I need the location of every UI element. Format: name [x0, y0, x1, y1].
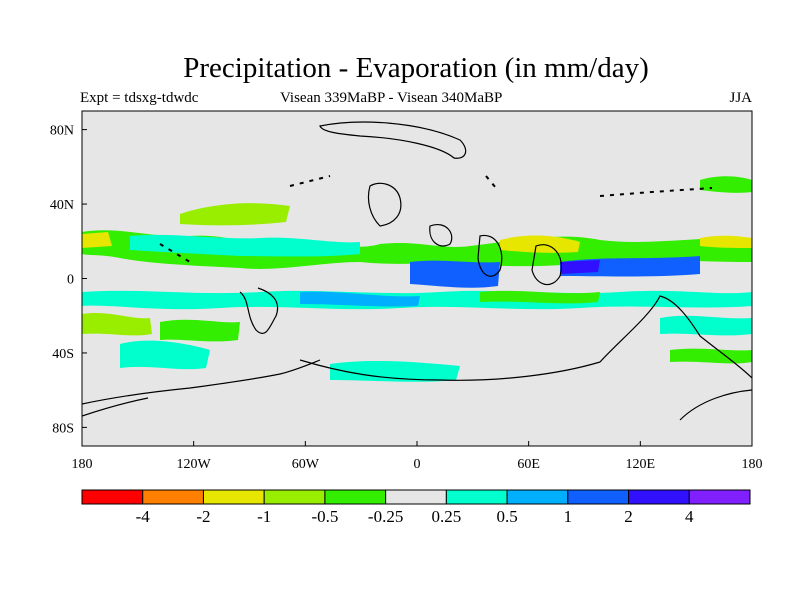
coast-island-4: [531, 244, 562, 286]
field-patch-5: [330, 360, 460, 382]
season-label: JJA: [729, 90, 752, 106]
field-patch-8: [700, 176, 752, 193]
colorbar-label: 4: [685, 507, 694, 526]
experiment-label: Expt = tdsxg-tdwdc: [80, 90, 199, 106]
y-tick-label: 40S: [52, 347, 74, 362]
field-deep-blue: [560, 260, 600, 274]
y-tick-label: 80N: [50, 124, 74, 139]
colorbar-label: -4: [136, 507, 151, 526]
colorbar-swatch: [324, 489, 387, 505]
field-yellow-west: [82, 232, 112, 248]
field-patch-3: [160, 319, 240, 342]
x-tick-label: 0: [414, 457, 421, 472]
coast-north-landmass: [319, 121, 467, 159]
y-tick-label: 0: [67, 273, 74, 288]
y-tick-label: 80S: [52, 421, 74, 436]
x-tick-label: 60E: [517, 457, 540, 472]
field-band-north: [82, 230, 752, 269]
field-patch-6: [660, 315, 752, 336]
x-axis: 180 120W 60W 0 60E 120E 180: [72, 441, 763, 472]
x-tick-label: 60W: [292, 457, 320, 472]
colorbar-swatch: [142, 489, 204, 505]
dash-3: [599, 187, 713, 197]
field-blue-center: [410, 260, 500, 288]
dashed-coasts: [159, 175, 713, 263]
coast-west-continent: [239, 287, 279, 335]
colorbar-swatch: [385, 489, 447, 505]
colorbar-swatch: [445, 489, 508, 505]
coast-island-3: [477, 234, 503, 277]
dash-4: [485, 175, 497, 189]
colorbar-label: -0.25: [368, 507, 403, 526]
period-label: Visean 339MaBP - Visean 340MaBP: [280, 90, 503, 106]
field-patch-7: [670, 348, 752, 364]
field-patch-4: [120, 340, 210, 370]
coast-island-2: [429, 224, 453, 247]
coast-southwest: [82, 359, 321, 405]
y-axis: 80N 40N 0 40S 80S: [50, 124, 87, 436]
coast-southeast: [679, 389, 752, 421]
field-patch-1: [180, 203, 290, 226]
x-tick-label: 120E: [626, 457, 656, 472]
colorbar-label: 2: [624, 507, 633, 526]
coast-southwest-2: [82, 397, 149, 417]
field-band-equator-blue: [300, 291, 420, 307]
field-patch-2: [82, 313, 152, 336]
dash-2: [289, 175, 331, 187]
colorbar-swatch: [81, 489, 144, 505]
x-tick-label: 180: [742, 457, 763, 472]
colorbar-label: 0.5: [496, 507, 517, 526]
colorbar-label: 1: [564, 507, 573, 526]
colorbar-swatch: [567, 489, 630, 505]
colorbar-swatch: [263, 489, 326, 505]
coast-south-continent: [299, 295, 752, 381]
y-tick-label: 40N: [50, 198, 74, 213]
colorbar-swatch: [688, 489, 751, 505]
colorbar-label: -0.5: [311, 507, 338, 526]
x-tick-label: 120W: [177, 457, 212, 472]
colorbar: -4 -2 -1 -0.5 -0.25 0.25 0.5 1 2 4: [81, 489, 751, 526]
colorbar-label: 0.25: [431, 507, 461, 526]
colorbar-swatch: [506, 489, 569, 505]
colorbar-swatch: [202, 489, 265, 505]
chart-title: Precipitation - Evaporation (in mm/day): [183, 52, 649, 84]
x-tick-label: 180: [72, 457, 93, 472]
field-band-equator-green: [480, 290, 600, 304]
field-band-north-cyan: [130, 234, 360, 257]
field-yellow-far-east: [700, 235, 752, 248]
field-yellow-east: [500, 235, 580, 253]
coast-island-1: [367, 182, 402, 227]
colorbar-swatch: [628, 489, 690, 505]
field-layer: [82, 176, 752, 382]
colorbar-label: -1: [257, 507, 271, 526]
coastlines: [82, 121, 752, 421]
colorbar-label: -2: [196, 507, 210, 526]
